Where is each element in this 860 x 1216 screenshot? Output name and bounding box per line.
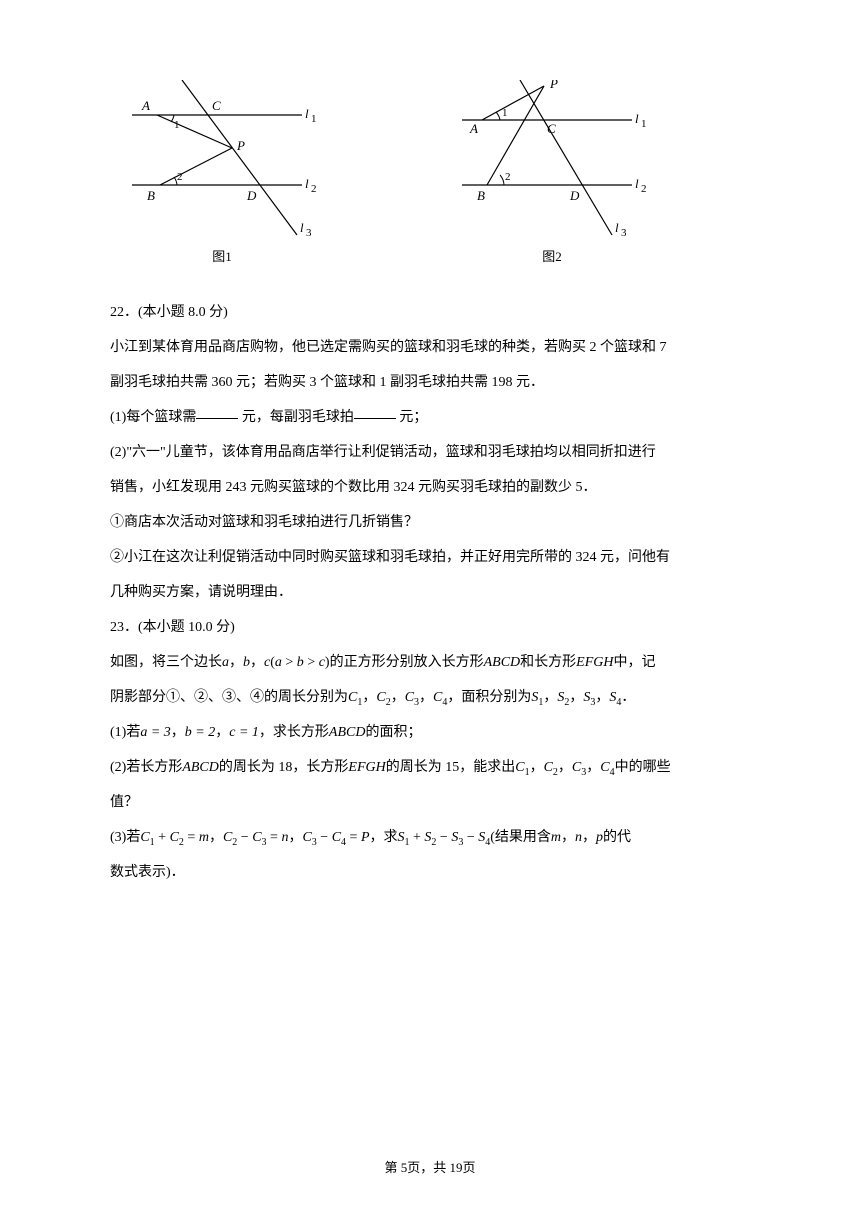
q23-part2b: 的周长为 18，长方形 (219, 760, 349, 775)
q23-part3: (3)若C1 + C2 = m，C2 − C3 = n，C3 − C4 = P，… (110, 820, 750, 855)
svg-text:3: 3 (306, 227, 312, 239)
q22-part1: (1)每个篮球需 元，每副羽毛球拍 元； (110, 400, 750, 435)
q22-number: 22．(本小题 8.0 分) (110, 295, 750, 330)
figure-1-caption: 图1 (212, 246, 232, 265)
q23-part2d: 中的哪些 (615, 760, 671, 775)
q22-sub2a: ②小江在这次让利促销活动中同时购买篮球和羽毛球拍，并正好用完所带的 324 元，… (110, 540, 750, 575)
q23-part3c: (结果用含 (490, 830, 551, 845)
q23-part3d: 的代 (603, 830, 631, 845)
svg-text:2: 2 (505, 171, 511, 183)
svg-text:C: C (212, 98, 221, 113)
svg-text:1: 1 (311, 113, 317, 125)
svg-text:l: l (300, 220, 304, 235)
figure-1: A C l1 P B D l2 l3 1 2 图1 (122, 80, 322, 265)
var-abcd: ABCD (484, 655, 521, 670)
q22-part1b: 元，每副羽毛球拍 (238, 410, 354, 425)
var-b: b (243, 655, 250, 670)
figure-2: A C l1 P B D l2 l3 1 2 图2 (452, 80, 652, 265)
svg-text:A: A (141, 98, 150, 113)
q22-line1: 小江到某体育用品商店购物，他已选定需购买的篮球和羽毛球的种类，若购买 2 个篮球… (110, 330, 750, 365)
q22-part2b: 销售，小红发现用 243 元购买篮球的个数比用 324 元购买羽毛球拍的副数少 … (110, 470, 750, 505)
figure-2-caption: 图2 (542, 246, 562, 265)
q22-part2: (2)"六一"儿童节，该体育用品商店举行让利促销活动，篮球和羽毛球拍均以相同折扣… (110, 435, 750, 470)
blank-1 (196, 405, 238, 419)
content: 22．(本小题 8.0 分) 小江到某体育用品商店购物，他已选定需购买的篮球和羽… (110, 295, 750, 890)
q23-part1: (1)若a = 3，b = 2，c = 1，求长方形ABCD的面积； (110, 715, 750, 750)
var-c: c (264, 655, 270, 670)
svg-text:D: D (246, 188, 257, 203)
svg-text:C: C (547, 121, 556, 136)
page-footer: 第 5页，共 19页 (0, 1157, 860, 1176)
q23-line1: 如图，将三个边长a，b，c(a > b > c)的正方形分别放入长方形ABCD和… (110, 645, 750, 680)
svg-text:D: D (569, 188, 580, 203)
q22-sub2b: 几种购买方案，请说明理由． (110, 575, 750, 610)
q23-part3a: (3)若 (110, 830, 140, 845)
svg-text:P: P (549, 80, 558, 91)
q23-line1b: 的正方形分别放入长方形 (330, 655, 484, 670)
q23-part2c: 的周长为 15，能求出 (386, 760, 516, 775)
svg-text:B: B (147, 188, 155, 203)
svg-text:l: l (615, 220, 619, 235)
svg-text:A: A (469, 121, 478, 136)
q22-sub1: ①商店本次活动对篮球和羽毛球拍进行几折销售？ (110, 505, 750, 540)
q22-part1c: 元； (396, 410, 428, 425)
figure-2-svg: A C l1 P B D l2 l3 1 2 (452, 80, 652, 240)
q23-line1a: 如图，将三个边长 (110, 655, 222, 670)
q23-part3e: 数式表示)． (110, 855, 750, 890)
var-efgh: EFGH (576, 655, 613, 670)
q23-part1b: ，求长方形 (259, 725, 329, 740)
q23-line1c: 和长方形 (520, 655, 576, 670)
var-a: a (222, 655, 229, 670)
svg-text:l: l (305, 176, 309, 191)
q23-line2a: 阴影部分①、②、③、④的周长分别为 (110, 690, 348, 705)
svg-text:1: 1 (174, 119, 180, 131)
svg-text:1: 1 (502, 107, 508, 119)
svg-text:2: 2 (641, 183, 647, 195)
svg-text:2: 2 (311, 183, 317, 195)
svg-text:1: 1 (641, 118, 647, 130)
figure-1-svg: A C l1 P B D l2 l3 1 2 (122, 80, 322, 240)
svg-text:l: l (635, 176, 639, 191)
q23-part1a: (1)若 (110, 725, 140, 740)
svg-text:2: 2 (177, 171, 183, 183)
q22-part1a: (1)每个篮球需 (110, 410, 196, 425)
q23-part2: (2)若长方形ABCD的周长为 18，长方形EFGH的周长为 15，能求出C1，… (110, 750, 750, 785)
q23-line1d: 中，记 (613, 655, 655, 670)
q23-part2e: 值？ (110, 785, 750, 820)
q23-part3b: ，求 (370, 830, 398, 845)
q23-number: 23．(本小题 10.0 分) (110, 610, 750, 645)
figures-row: A C l1 P B D l2 l3 1 2 图1 A C l1 P B D (122, 80, 750, 265)
q23-line2: 阴影部分①、②、③、④的周长分别为C1，C2，C3，C4，面积分别为S1，S2，… (110, 680, 750, 715)
svg-text:P: P (236, 138, 245, 153)
svg-text:B: B (477, 188, 485, 203)
q23-line2b: ，面积分别为 (447, 690, 531, 705)
svg-text:l: l (305, 106, 309, 121)
svg-text:l: l (635, 111, 639, 126)
q23-part2a: (2)若长方形 (110, 760, 182, 775)
blank-2 (354, 405, 396, 419)
q22-line2: 副羽毛球拍共需 360 元；若购买 3 个篮球和 1 副羽毛球拍共需 198 元… (110, 365, 750, 400)
svg-text:3: 3 (621, 227, 627, 239)
q23-part1c: 的面积； (365, 725, 421, 740)
